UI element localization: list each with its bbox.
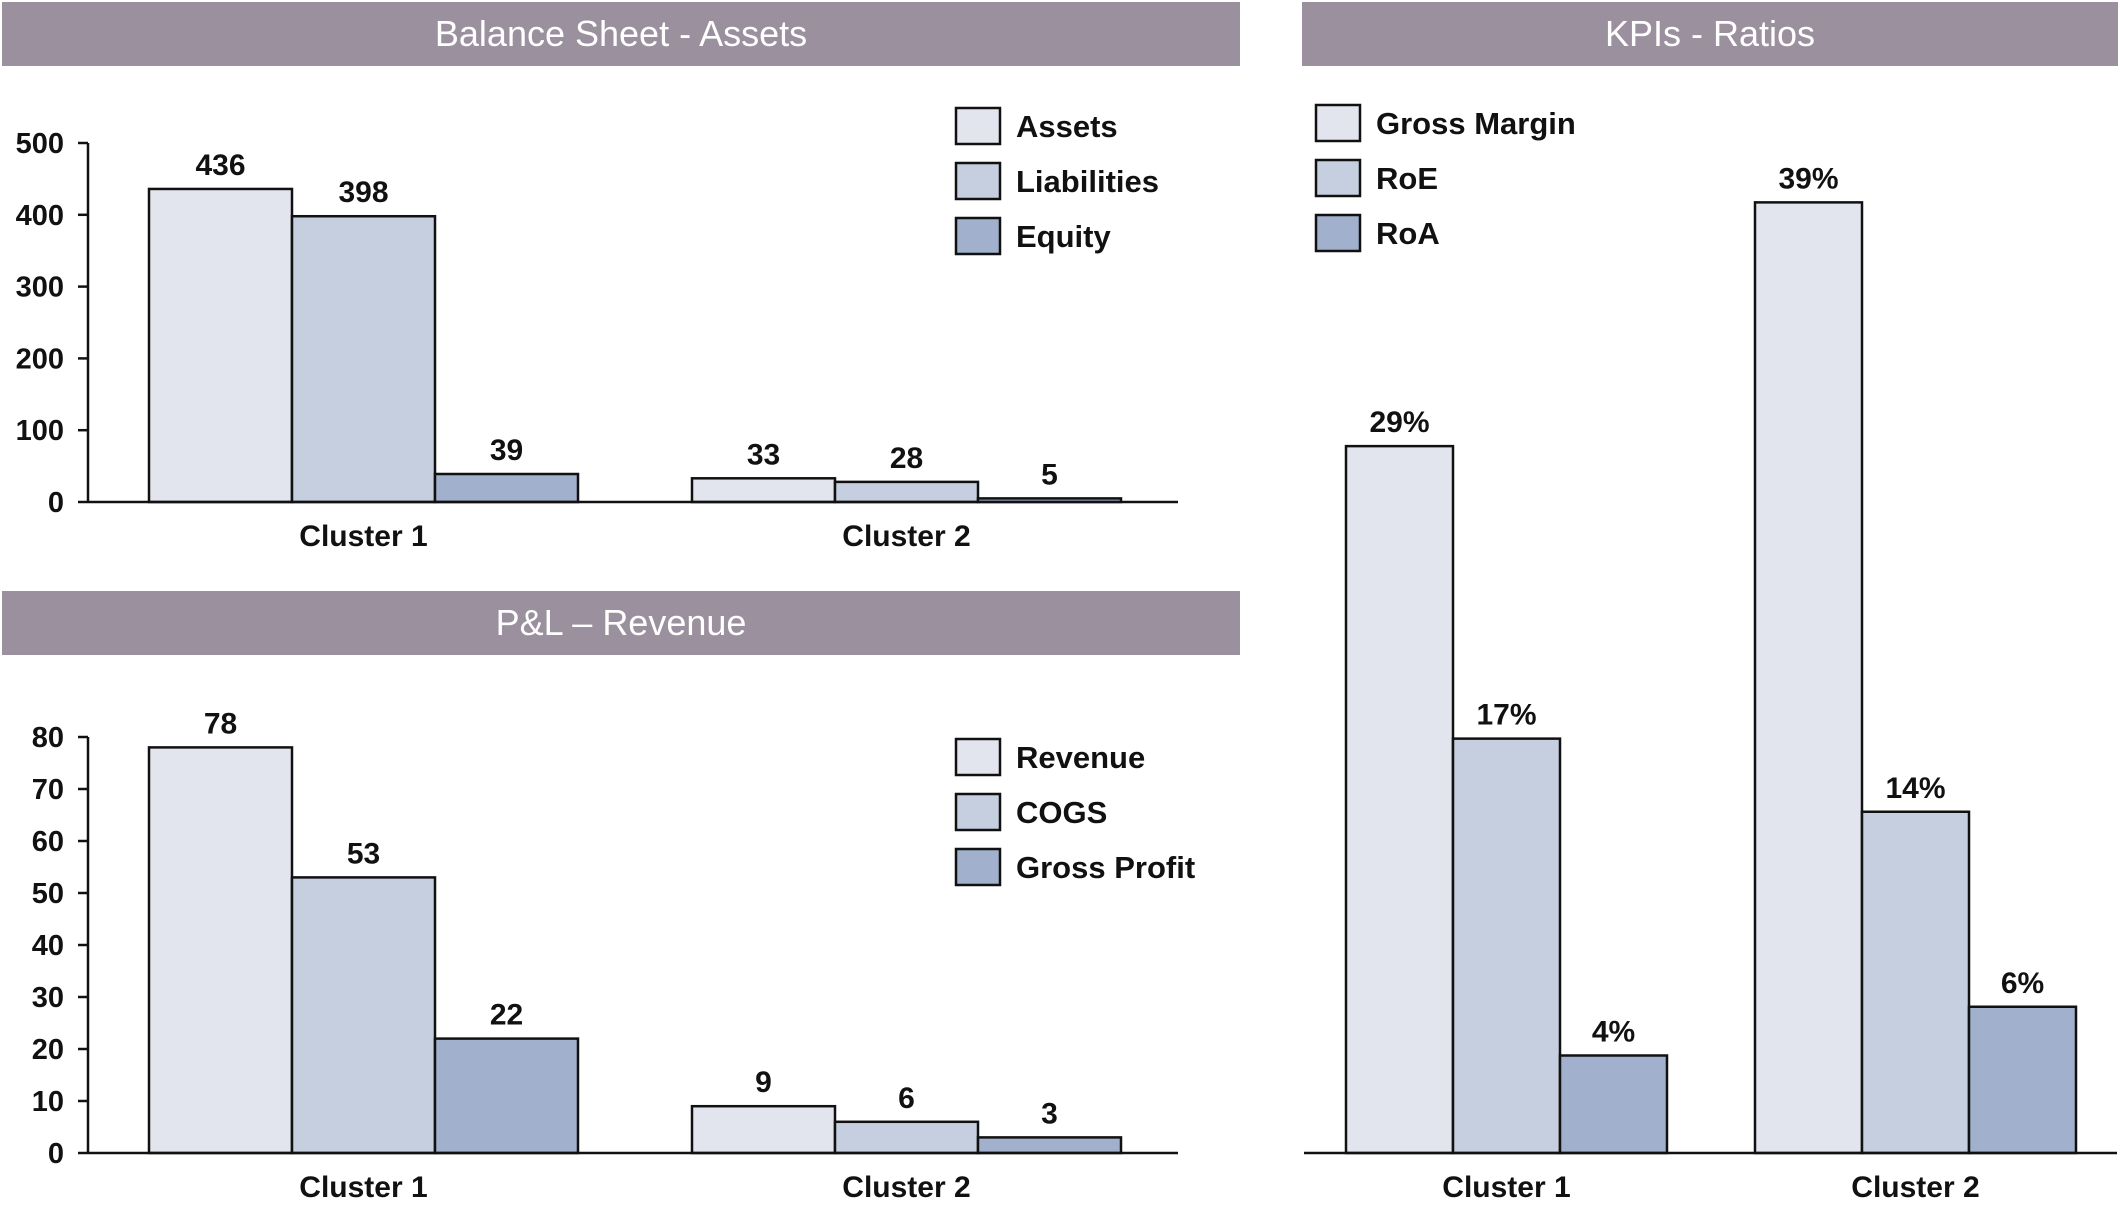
y-tick-label-0-2: 200 [16,343,64,375]
y-tick-label-1-7: 70 [32,774,64,806]
bar-1-1-1 [833,1120,980,1155]
data-label-1-1-1: 6 [898,1082,915,1115]
legend-swatch-0-2 [954,216,1002,256]
legend-swatch-2-0 [1314,103,1362,143]
legend-label-1-0: Revenue [1016,740,1145,775]
data-label-0-0-1: 33 [747,438,780,471]
y-tick-label-1-6: 60 [32,826,64,858]
data-label-2-0-0: 29% [1369,406,1429,439]
category-label-2-1: Cluster 2 [1851,1171,1979,1204]
data-label-0-2-1: 5 [1041,458,1058,491]
data-label-2-2-1: 6% [2001,967,2044,1000]
category-label-0-1: Cluster 2 [842,520,970,553]
y-tick-label-1-2: 20 [32,1034,64,1066]
y-tick-label-0-0: 0 [48,487,64,519]
category-label-1-0: Cluster 1 [299,1171,427,1204]
legend-label-1-2: Gross Profit [1016,850,1195,885]
data-label-2-2-0: 4% [1592,1016,1635,1049]
bar-1-0-0 [147,746,294,1155]
bar-2-1-0 [1451,737,1562,1155]
bar-1-0-1 [690,1104,837,1155]
legend-label-0-2: Equity [1016,219,1111,254]
bar-2-1-1 [1860,810,1971,1155]
legend-label-2-0: Gross Margin [1376,106,1576,141]
bar-0-0-0 [147,187,294,504]
kpi-ratios-title: KPIs - Ratios [1302,2,2118,66]
bar-2-2-0 [1558,1054,1669,1155]
legend-swatch-0-0 [954,106,1002,146]
data-label-2-0-1: 39% [1778,162,1838,195]
data-label-2-1-1: 14% [1885,772,1945,805]
legend-label-0-0: Assets [1016,109,1118,144]
bar-1-1-0 [290,876,437,1155]
legend-label-2-1: RoE [1376,161,1438,196]
legend-swatch-2-1 [1314,158,1362,198]
data-label-0-1-1: 28 [890,442,923,475]
data-label-0-0-0: 436 [195,149,245,182]
y-tick-label-0-4: 400 [16,200,64,232]
bar-0-0-1 [690,477,837,504]
bar-2-0-1 [1753,201,1864,1155]
bar-0-2-0 [433,472,580,504]
legend-swatch-2-2 [1314,213,1362,253]
legend-label-2-2: RoA [1376,216,1440,251]
y-tick-label-1-3: 30 [32,982,64,1014]
bar-0-1-0 [290,214,437,504]
legend-swatch-0-1 [954,161,1002,201]
bar-0-1-1 [833,480,980,504]
y-tick-label-1-5: 50 [32,878,64,910]
y-tick-label-0-1: 100 [16,415,64,447]
data-label-1-2-0: 22 [490,999,523,1032]
legend-label-0-1: Liabilities [1016,164,1159,199]
y-tick-label-1-8: 80 [32,722,64,754]
data-label-1-1-0: 53 [347,837,380,870]
y-tick-label-1-4: 40 [32,930,64,962]
data-label-1-2-1: 3 [1041,1097,1058,1130]
data-label-1-0-1: 9 [755,1066,772,1099]
category-label-0-0: Cluster 1 [299,520,427,553]
balance-sheet-title: Balance Sheet - Assets [2,2,1240,66]
bar-2-0-0 [1344,444,1455,1155]
y-tick-label-1-1: 10 [32,1086,64,1118]
bar-1-2-0 [433,1037,580,1155]
legend-swatch-1-0 [954,737,1002,777]
data-label-0-2-0: 39 [490,434,523,467]
legend-swatch-1-1 [954,792,1002,832]
legend-swatch-1-2 [954,847,1002,887]
legend-label-1-1: COGS [1016,795,1107,830]
pl-revenue-title: P&L – Revenue [2,591,1240,655]
category-label-2-0: Cluster 1 [1442,1171,1570,1204]
data-label-2-1-0: 17% [1476,699,1536,732]
y-tick-label-0-5: 500 [16,128,64,160]
data-label-0-1-0: 398 [338,176,388,209]
bar-2-2-1 [1967,1005,2078,1155]
data-label-1-0-0: 78 [204,707,237,740]
y-tick-label-0-3: 300 [16,272,64,304]
y-tick-label-1-0: 0 [48,1138,64,1170]
bar-1-2-1 [976,1136,1123,1155]
category-label-1-1: Cluster 2 [842,1171,970,1204]
